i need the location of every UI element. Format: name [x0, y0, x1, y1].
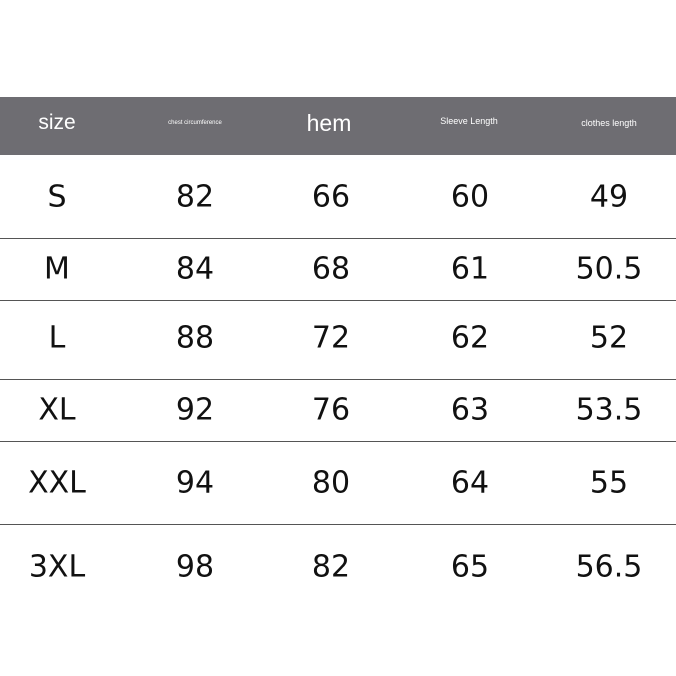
size-label: S: [47, 179, 67, 215]
header-hem: hem: [306, 110, 352, 136]
measurement-cell: 82: [175, 179, 215, 215]
measurement-cell: 98: [175, 549, 215, 585]
measurement-cell: 52: [589, 320, 629, 356]
measurement-cell: 66: [311, 179, 351, 215]
measurement-cell: 53.5: [575, 392, 643, 428]
measurement-cell: 62: [450, 320, 490, 356]
row-divider: [0, 300, 676, 301]
header-chest-circumference: chest circumference: [168, 120, 222, 126]
table-header: size chest circumference hem Sleeve Leng…: [0, 97, 676, 155]
measurement-cell: 50.5: [575, 251, 643, 287]
measurement-cell: 72: [311, 320, 351, 356]
row-divider: [0, 524, 676, 525]
measurement-cell: 92: [175, 392, 215, 428]
measurement-cell: 64: [450, 465, 490, 501]
measurement-cell: 55: [589, 465, 629, 501]
measurement-cell: 88: [175, 320, 215, 356]
header-size: size: [38, 111, 76, 134]
measurement-cell: 56.5: [575, 549, 643, 585]
size-label: 3XL: [28, 549, 86, 585]
measurement-cell: 61: [450, 251, 490, 287]
measurement-cell: 60: [450, 179, 490, 215]
row-divider: [0, 379, 676, 380]
measurement-cell: 65: [450, 549, 490, 585]
measurement-cell: 76: [311, 392, 351, 428]
size-label: L: [48, 320, 66, 356]
header-sleeve-length: Sleeve Length: [440, 116, 498, 126]
measurement-cell: 84: [175, 251, 215, 287]
header-clothes-length: clothes length: [581, 118, 637, 128]
measurement-cell: 82: [311, 549, 351, 585]
measurement-cell: 68: [311, 251, 351, 287]
measurement-cell: 49: [589, 179, 629, 215]
measurement-cell: 94: [175, 465, 215, 501]
size-label: XXL: [28, 465, 86, 501]
measurement-cell: 63: [450, 392, 490, 428]
size-label: M: [44, 251, 70, 287]
measurement-cell: 80: [311, 465, 351, 501]
row-divider: [0, 238, 676, 239]
size-label: XL: [38, 392, 76, 428]
row-divider: [0, 441, 676, 442]
